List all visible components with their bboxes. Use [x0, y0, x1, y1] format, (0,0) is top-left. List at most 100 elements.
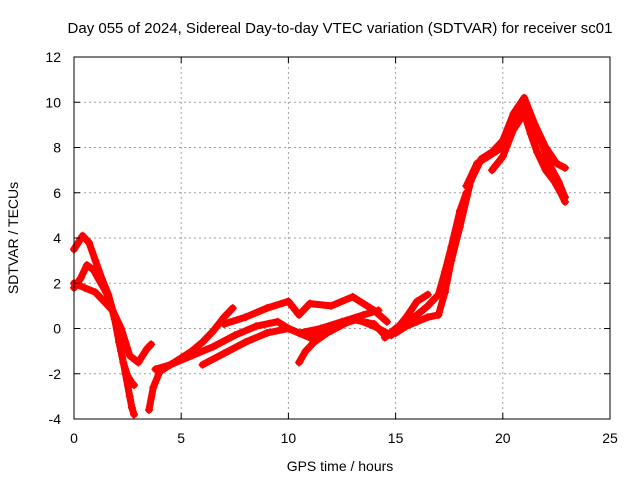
data-point: [145, 405, 154, 414]
x-tick-label: 5: [177, 430, 185, 446]
data-point: [198, 338, 207, 347]
data-layer: [70, 93, 569, 419]
data-point: [537, 138, 546, 147]
data-point: [310, 338, 319, 347]
y-tick-label: 4: [53, 230, 61, 246]
data-point: [423, 290, 432, 299]
data-point: [142, 344, 151, 353]
data-point: [391, 329, 400, 338]
data-point: [483, 152, 492, 161]
series-track-g: [220, 292, 392, 328]
data-point: [509, 125, 518, 134]
data-point: [552, 159, 561, 168]
data-point: [370, 306, 379, 315]
tick-layer: 0 5 10 15 20 25 -4 -2 0 2 4 6 8 10 12: [45, 49, 618, 446]
data-point: [413, 317, 422, 326]
data-point: [541, 166, 550, 175]
y-tick-label: -4: [49, 411, 62, 427]
x-tick-label: 15: [388, 430, 404, 446]
data-point: [560, 197, 569, 206]
y-tick-label: 2: [53, 275, 61, 291]
data-point: [209, 342, 218, 351]
data-point: [82, 261, 91, 270]
data-point: [220, 319, 229, 328]
x-tick-label: 20: [495, 430, 511, 446]
data-point: [80, 283, 89, 292]
data-point: [447, 256, 456, 265]
y-axis-label: SDTVAR / TECUs: [5, 182, 21, 294]
data-point: [89, 265, 98, 274]
data-point: [76, 274, 85, 283]
data-point: [511, 111, 520, 120]
data-point: [359, 310, 368, 319]
data-point: [494, 145, 503, 154]
series-trace: [381, 189, 470, 342]
x-axis-label: GPS time / hours: [287, 458, 394, 474]
y-tick-label: 10: [45, 94, 61, 110]
data-point: [533, 148, 542, 157]
data-point: [91, 256, 100, 265]
data-point: [123, 372, 132, 381]
data-point: [526, 129, 535, 138]
data-point: [78, 231, 87, 240]
x-tick-label: 10: [281, 430, 297, 446]
data-point: [127, 403, 136, 412]
data-point: [149, 383, 158, 392]
data-point: [262, 304, 271, 313]
data-point: [273, 317, 282, 326]
data-point: [353, 315, 362, 324]
data-point: [198, 360, 207, 369]
data-point: [147, 340, 156, 349]
y-tick-label: -2: [49, 366, 62, 382]
x-tick-label: 0: [70, 430, 78, 446]
data-point: [305, 299, 314, 308]
y-tick-label: 12: [45, 49, 61, 65]
data-point: [455, 222, 464, 231]
series-trace: [220, 293, 391, 328]
data-point: [115, 338, 124, 347]
data-point: [413, 310, 422, 319]
data-point: [402, 322, 411, 331]
data-point: [252, 322, 261, 331]
data-point: [488, 166, 497, 175]
data-point: [284, 324, 293, 333]
data-point: [348, 292, 357, 301]
data-point: [220, 349, 229, 358]
data-point: [423, 313, 432, 322]
data-point: [241, 338, 250, 347]
chart-title: Day 055 of 2024, Sidereal Day-to-day VTE…: [68, 20, 613, 37]
data-point: [102, 288, 111, 297]
data-point: [295, 310, 304, 319]
series-trace: [462, 103, 569, 201]
data-point: [380, 333, 389, 342]
data-point: [241, 313, 250, 322]
y-tick-label: 6: [53, 185, 61, 201]
data-point: [119, 358, 128, 367]
data-point: [462, 181, 471, 190]
y-tick-label: 0: [53, 321, 61, 337]
series-track-l: [488, 109, 569, 206]
y-tick-label: 8: [53, 140, 61, 156]
data-point: [130, 410, 139, 419]
data-point: [473, 159, 482, 168]
data-point: [91, 288, 100, 297]
data-point: [130, 381, 139, 390]
data-point: [74, 238, 83, 247]
series-trace: [70, 279, 155, 366]
data-point: [209, 326, 218, 335]
data-point: [413, 297, 422, 306]
data-point: [383, 317, 392, 326]
data-point: [520, 109, 529, 118]
data-point: [423, 301, 432, 310]
data-point: [556, 188, 565, 197]
x-tick-label: 25: [602, 430, 618, 446]
data-point: [434, 310, 443, 319]
data-point: [520, 102, 529, 111]
data-point: [100, 297, 109, 306]
data-point: [520, 93, 529, 102]
data-point: [370, 322, 379, 331]
data-point: [322, 329, 331, 338]
data-point: [151, 365, 160, 374]
